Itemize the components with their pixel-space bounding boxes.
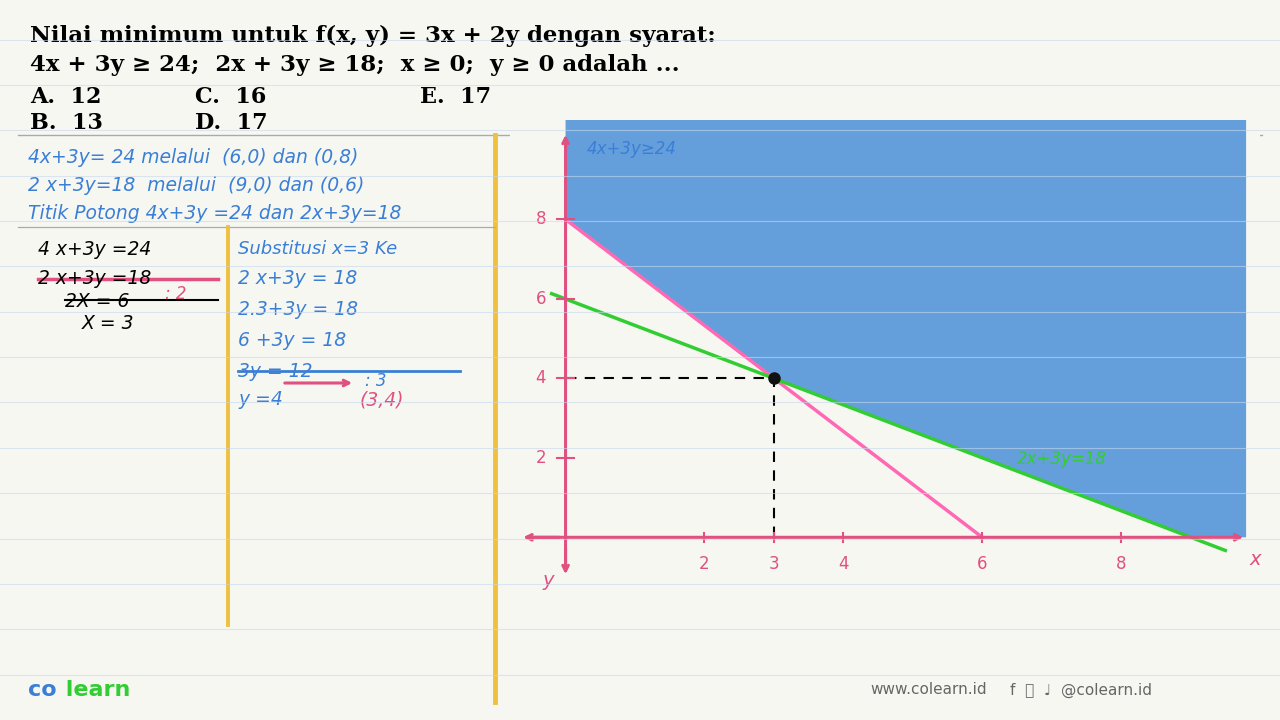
Text: y: y [543,571,554,590]
Text: : 2: : 2 [165,285,187,303]
Text: www.colearn.id: www.colearn.id [870,683,987,698]
Text: f  ⓞ  ♩  @colearn.id: f ⓞ ♩ @colearn.id [1010,683,1152,698]
Text: :) 4x+3y ... 24: :) 4x+3y ... 24 [509,388,645,407]
Text: E.  17: E. 17 [420,86,492,108]
Text: C.  16: C. 16 [195,86,266,108]
Text: Substitusi x=3 Ke: Substitusi x=3 Ke [238,240,397,258]
Text: 6 +3y = 18: 6 +3y = 18 [238,331,346,350]
Text: (3,4): (3,4) [360,390,404,409]
Text: Tidak memuat (0,0): Tidak memuat (0,0) [509,448,689,466]
Text: 4: 4 [535,369,547,387]
Text: 4x+3y≥24: 4x+3y≥24 [586,140,676,158]
Text: learn: learn [58,680,131,700]
Text: Uji Titik (0,0): Uji Titik (0,0) [509,358,631,377]
Text: 2: 2 [699,555,709,573]
Text: 3: 3 [768,555,780,573]
Text: 2x+3y=18: 2x+3y=18 [1016,450,1107,468]
Text: 2 x+3y=18  melalui  (9,0) dan (0,6): 2 x+3y=18 melalui (9,0) dan (0,6) [28,176,365,195]
Text: 2: 2 [535,449,547,467]
Text: 8: 8 [1116,555,1126,573]
Text: 4x + 3y ≥ 24;  2x + 3y ≥ 18;  x ≥ 0;  y ≥ 0 adalah ...: 4x + 3y ≥ 24; 2x + 3y ≥ 18; x ≥ 0; y ≥ 0… [29,54,680,76]
Text: 6: 6 [535,290,547,308]
Text: 4: 4 [838,555,849,573]
Text: 2.3+3y = 18: 2.3+3y = 18 [238,300,358,319]
Text: x: x [1249,549,1261,569]
Text: 4x+3y= 24 melalui  (6,0) dan (0,8): 4x+3y= 24 melalui (6,0) dan (0,8) [28,148,358,167]
Text: 0  < 24: 0 < 24 [535,418,604,437]
Text: y =4: y =4 [238,390,283,409]
Text: 3y = 12: 3y = 12 [238,362,312,381]
Text: Nilai minimum untuk f(x, y) = 3x + 2y dengan syarat:: Nilai minimum untuk f(x, y) = 3x + 2y de… [29,25,716,47]
Text: D.  17: D. 17 [195,112,268,134]
Text: 2X = 6: 2X = 6 [65,292,129,311]
Text: A.  12: A. 12 [29,86,101,108]
Polygon shape [566,120,1247,537]
Text: 8: 8 [535,210,547,228]
Text: 2 x+3y = 18: 2 x+3y = 18 [238,269,357,288]
Text: co: co [28,680,56,700]
Text: : 3: : 3 [365,372,387,390]
Text: 4 x+3y =24: 4 x+3y =24 [38,240,151,259]
Text: 2 x+3y =18: 2 x+3y =18 [38,269,151,288]
Text: B.  13: B. 13 [29,112,102,134]
Text: X = 3: X = 3 [82,314,134,333]
Text: Titik Potong 4x+3y =24 dan 2x+3y=18: Titik Potong 4x+3y =24 dan 2x+3y=18 [28,204,402,223]
Text: 6: 6 [977,555,987,573]
